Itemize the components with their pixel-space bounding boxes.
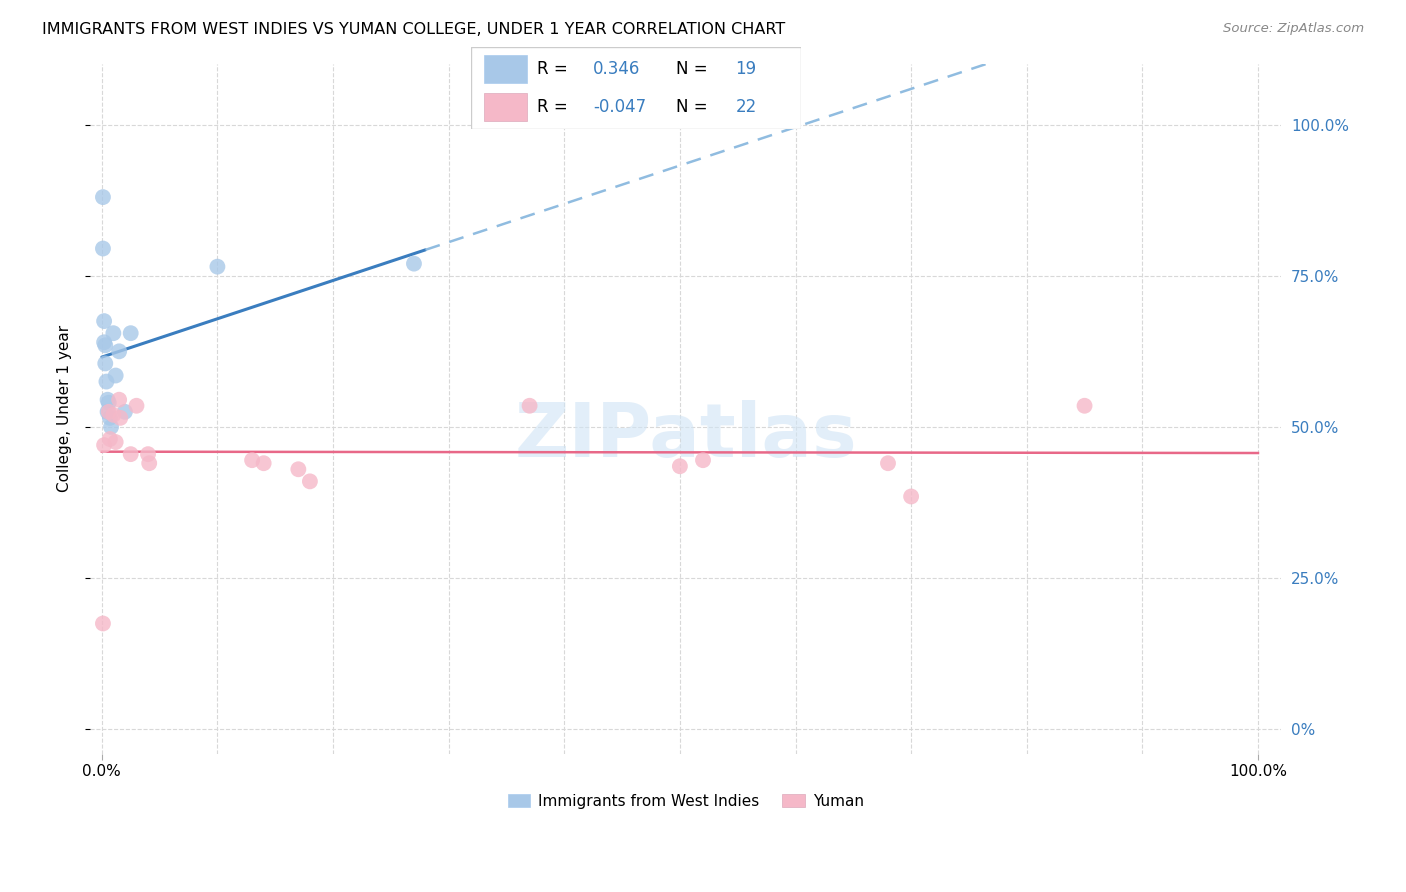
Point [240,453,263,467]
Point [138,456,160,470]
Point [98,432,121,446]
Point [103,408,125,422]
Point [94,356,117,370]
Text: ZIPatlas: ZIPatlas [515,400,858,473]
Point [136,447,159,461]
Bar [484,55,527,83]
Point [669,459,692,474]
Point [91,616,114,631]
Point [692,453,714,467]
Point [900,490,922,504]
Text: Source: ZipAtlas.com: Source: ZipAtlas.com [1223,22,1364,36]
Point [104,435,127,450]
Point [91,242,114,256]
Text: N =: N = [676,61,707,78]
Point [108,392,131,407]
Point [96,375,118,389]
Point [110,410,132,425]
Point [100,420,122,434]
Point [97,396,120,410]
Text: IMMIGRANTS FROM WEST INDIES VS YUMAN COLLEGE, UNDER 1 YEAR CORRELATION CHART: IMMIGRANTS FROM WEST INDIES VS YUMAN COL… [42,22,786,37]
Point [104,368,127,383]
Text: 19: 19 [735,61,756,78]
Point [253,456,276,470]
Text: N =: N = [676,98,707,116]
Point [1073,399,1095,413]
Point [103,326,125,341]
Point [93,438,115,452]
Point [97,405,120,419]
Point [91,190,114,204]
Point [298,475,321,489]
Point [120,326,142,341]
Point [207,260,229,274]
Text: 22: 22 [735,98,756,116]
Text: -0.047: -0.047 [593,98,647,116]
Point [94,338,117,352]
Bar [484,94,527,121]
Point [108,344,131,359]
Text: R =: R = [537,61,568,78]
Point [93,335,115,350]
Point [93,314,115,328]
Point [519,399,541,413]
Text: 0.346: 0.346 [593,61,641,78]
Text: R =: R = [537,98,568,116]
Legend: Immigrants from West Indies, Yuman: Immigrants from West Indies, Yuman [502,788,870,814]
Point [120,447,142,461]
Point [98,410,121,425]
Point [287,462,309,476]
Point [97,392,120,407]
Point [402,257,425,271]
Point [877,456,900,470]
Y-axis label: College, Under 1 year: College, Under 1 year [58,326,72,492]
Point [97,405,120,419]
Point [125,399,148,413]
Point [114,405,136,419]
